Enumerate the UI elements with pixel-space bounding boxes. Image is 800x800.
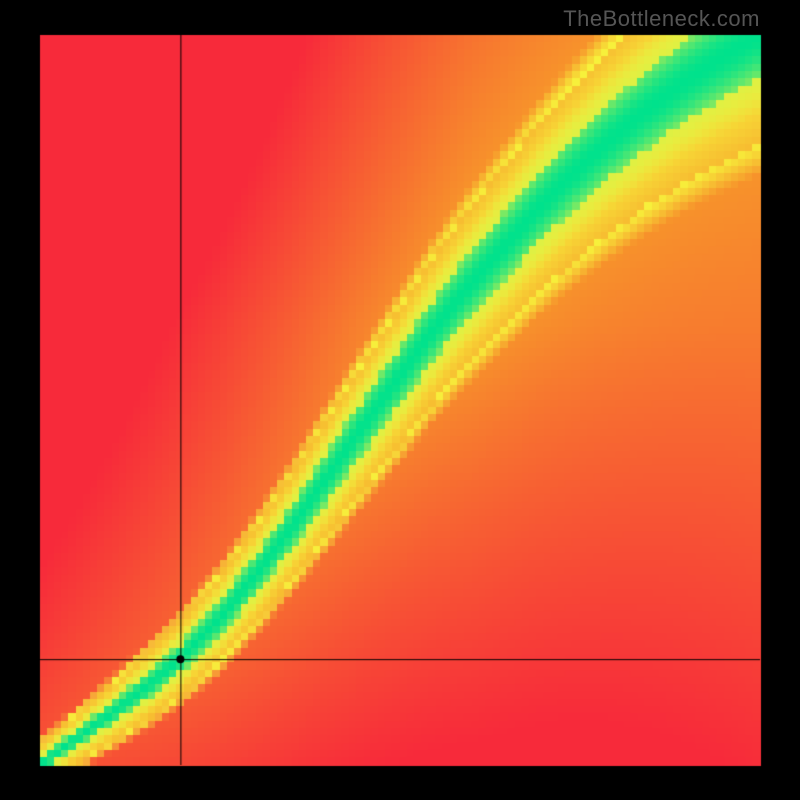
chart-container: TheBottleneck.com xyxy=(0,0,800,800)
watermark-text: TheBottleneck.com xyxy=(563,6,760,32)
bottleneck-heatmap xyxy=(0,0,800,800)
